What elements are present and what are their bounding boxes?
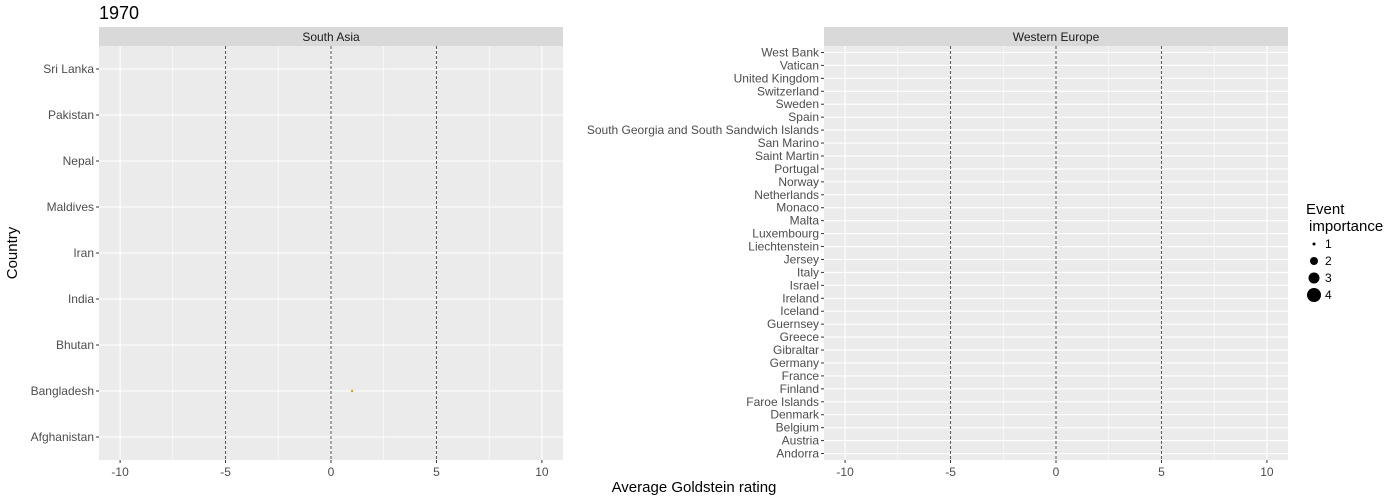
data-point-bangladesh (350, 389, 354, 393)
y-tick-label-greece: Greece (780, 330, 820, 344)
y-tick-label-sweden: Sweden (776, 97, 819, 111)
x-tick-label: 10 (535, 465, 549, 479)
chart-title: 1970 (99, 3, 139, 23)
y-tick-label-india: India (68, 292, 94, 306)
y-tick-label-saint-martin: Saint Martin (755, 149, 819, 163)
y-tick-label-finland: Finland (780, 382, 819, 396)
y-tick-label-portugal: Portugal (774, 162, 819, 176)
y-tick-label-sri-lanka: Sri Lanka (43, 62, 94, 76)
y-tick-label-south-georgia-and-south-sandwich-islands: South Georgia and South Sandwich Islands (587, 123, 819, 137)
y-tick-label-germany: Germany (770, 356, 819, 370)
y-tick-label-liechtenstein: Liechtenstein (748, 240, 819, 254)
panel-title: South Asia (302, 30, 360, 44)
y-tick-label-luxembourg: Luxembourg (752, 227, 819, 241)
y-tick-label-gibraltar: Gibraltar (773, 343, 819, 357)
y-tick-label-bhutan: Bhutan (56, 338, 94, 352)
x-tick-label: 0 (328, 465, 335, 479)
y-tick-label-switzerland: Switzerland (757, 84, 819, 98)
y-tick-label-faroe-islands: Faroe Islands (746, 395, 819, 409)
x-tick-label: 5 (433, 465, 440, 479)
y-tick-label-jersey: Jersey (784, 252, 819, 266)
panel-strip (99, 27, 563, 46)
panel-western-europe: Western Europe AndorraAustriaBelgiumDenma… (587, 27, 1288, 479)
y-tick-label-israel: Israel (790, 278, 819, 292)
x-axis-title: Average Goldstein rating (612, 479, 777, 496)
x-tick-label: 5 (1158, 465, 1165, 479)
x-tick-label: 0 (1053, 465, 1060, 479)
y-tick-label-austria: Austria (782, 434, 820, 448)
y-tick-label-maldives: Maldives (47, 200, 94, 214)
x-tick-label: -5 (220, 465, 231, 479)
y-tick-label-iceland: Iceland (780, 304, 819, 318)
x-tick-label: -5 (945, 465, 956, 479)
y-tick-label-guernsey: Guernsey (767, 317, 819, 331)
y-tick-label-andorra: Andorra (776, 447, 819, 461)
y-tick-label-ireland: Ireland (782, 291, 819, 305)
y-tick-label-afghanistan: Afghanistan (31, 430, 94, 444)
legend-label-1: 1 (1325, 237, 1332, 251)
y-tick-label-west-bank: West Bank (761, 45, 820, 59)
y-tick-label-netherlands: Netherlands (754, 188, 819, 202)
y-tick-label-norway: Norway (778, 175, 819, 189)
legend-key-2 (1310, 257, 1318, 265)
legend: Event importance 1 2 3 4 (1306, 201, 1383, 302)
y-tick-label-bangladesh: Bangladesh (31, 384, 94, 398)
x-tick-label: -10 (836, 465, 854, 479)
y-tick-label-belgium: Belgium (776, 421, 819, 435)
y-tick-label-spain: Spain (788, 110, 819, 124)
panel-title: Western Europe (1013, 30, 1100, 44)
y-tick-label-denmark: Denmark (770, 408, 820, 422)
legend-label-2: 2 (1325, 254, 1332, 268)
panel-strip (824, 27, 1288, 46)
legend-label-4: 4 (1325, 288, 1332, 302)
y-tick-label-pakistan: Pakistan (48, 108, 94, 122)
legend-label-3: 3 (1325, 271, 1332, 285)
x-tick-label: 10 (1260, 465, 1274, 479)
x-tick-label: -10 (111, 465, 129, 479)
legend-title-line2: importance (1309, 218, 1383, 235)
panel-south-asia: South Asia Afghanistan Bangladesh Bhutan Ind… (31, 27, 563, 479)
legend-key-1 (1312, 242, 1316, 246)
legend-key-3 (1308, 272, 1320, 284)
y-tick-label-monaco: Monaco (776, 201, 819, 215)
legend-key-4 (1307, 288, 1321, 302)
y-tick-label-vatican: Vatican (780, 58, 819, 72)
y-axis-title: Country (4, 226, 21, 279)
y-tick-label-iran: Iran (73, 246, 94, 260)
y-tick-label-france: France (782, 369, 820, 383)
y-tick-label-italy: Italy (797, 265, 819, 279)
y-tick-label-nepal: Nepal (63, 154, 94, 168)
y-tick-label-malta: Malta (790, 214, 820, 228)
y-tick-label-united-kingdom: United Kingdom (734, 71, 819, 85)
y-tick-label-san-marino: San Marino (758, 136, 820, 150)
legend-title-line1: Event (1306, 201, 1345, 218)
